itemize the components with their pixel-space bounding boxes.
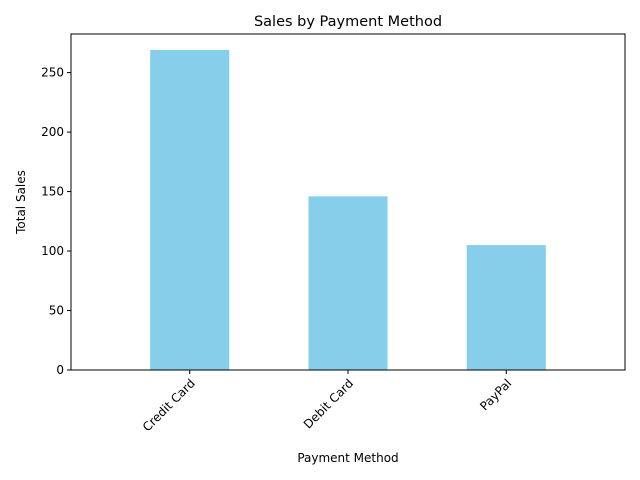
y-tick-label-0: 0 (56, 363, 64, 377)
y-tick-label-50: 50 (49, 304, 64, 318)
y-axis-label: Total Sales (14, 170, 28, 235)
y-tick-label-250: 250 (41, 66, 64, 80)
y-tick-label-200: 200 (41, 125, 64, 139)
y-axis: 0 50 100 150 200 250 (41, 66, 71, 377)
bar-paypal (466, 245, 546, 370)
bar-credit-card (150, 50, 230, 370)
bar-debit-card (308, 196, 388, 370)
bars-group (150, 50, 546, 370)
y-tick-label-150: 150 (41, 185, 64, 199)
y-tick-label-100: 100 (41, 244, 64, 258)
x-axis-label: Payment Method (297, 451, 398, 465)
chart-title: Sales by Payment Method (254, 14, 442, 30)
